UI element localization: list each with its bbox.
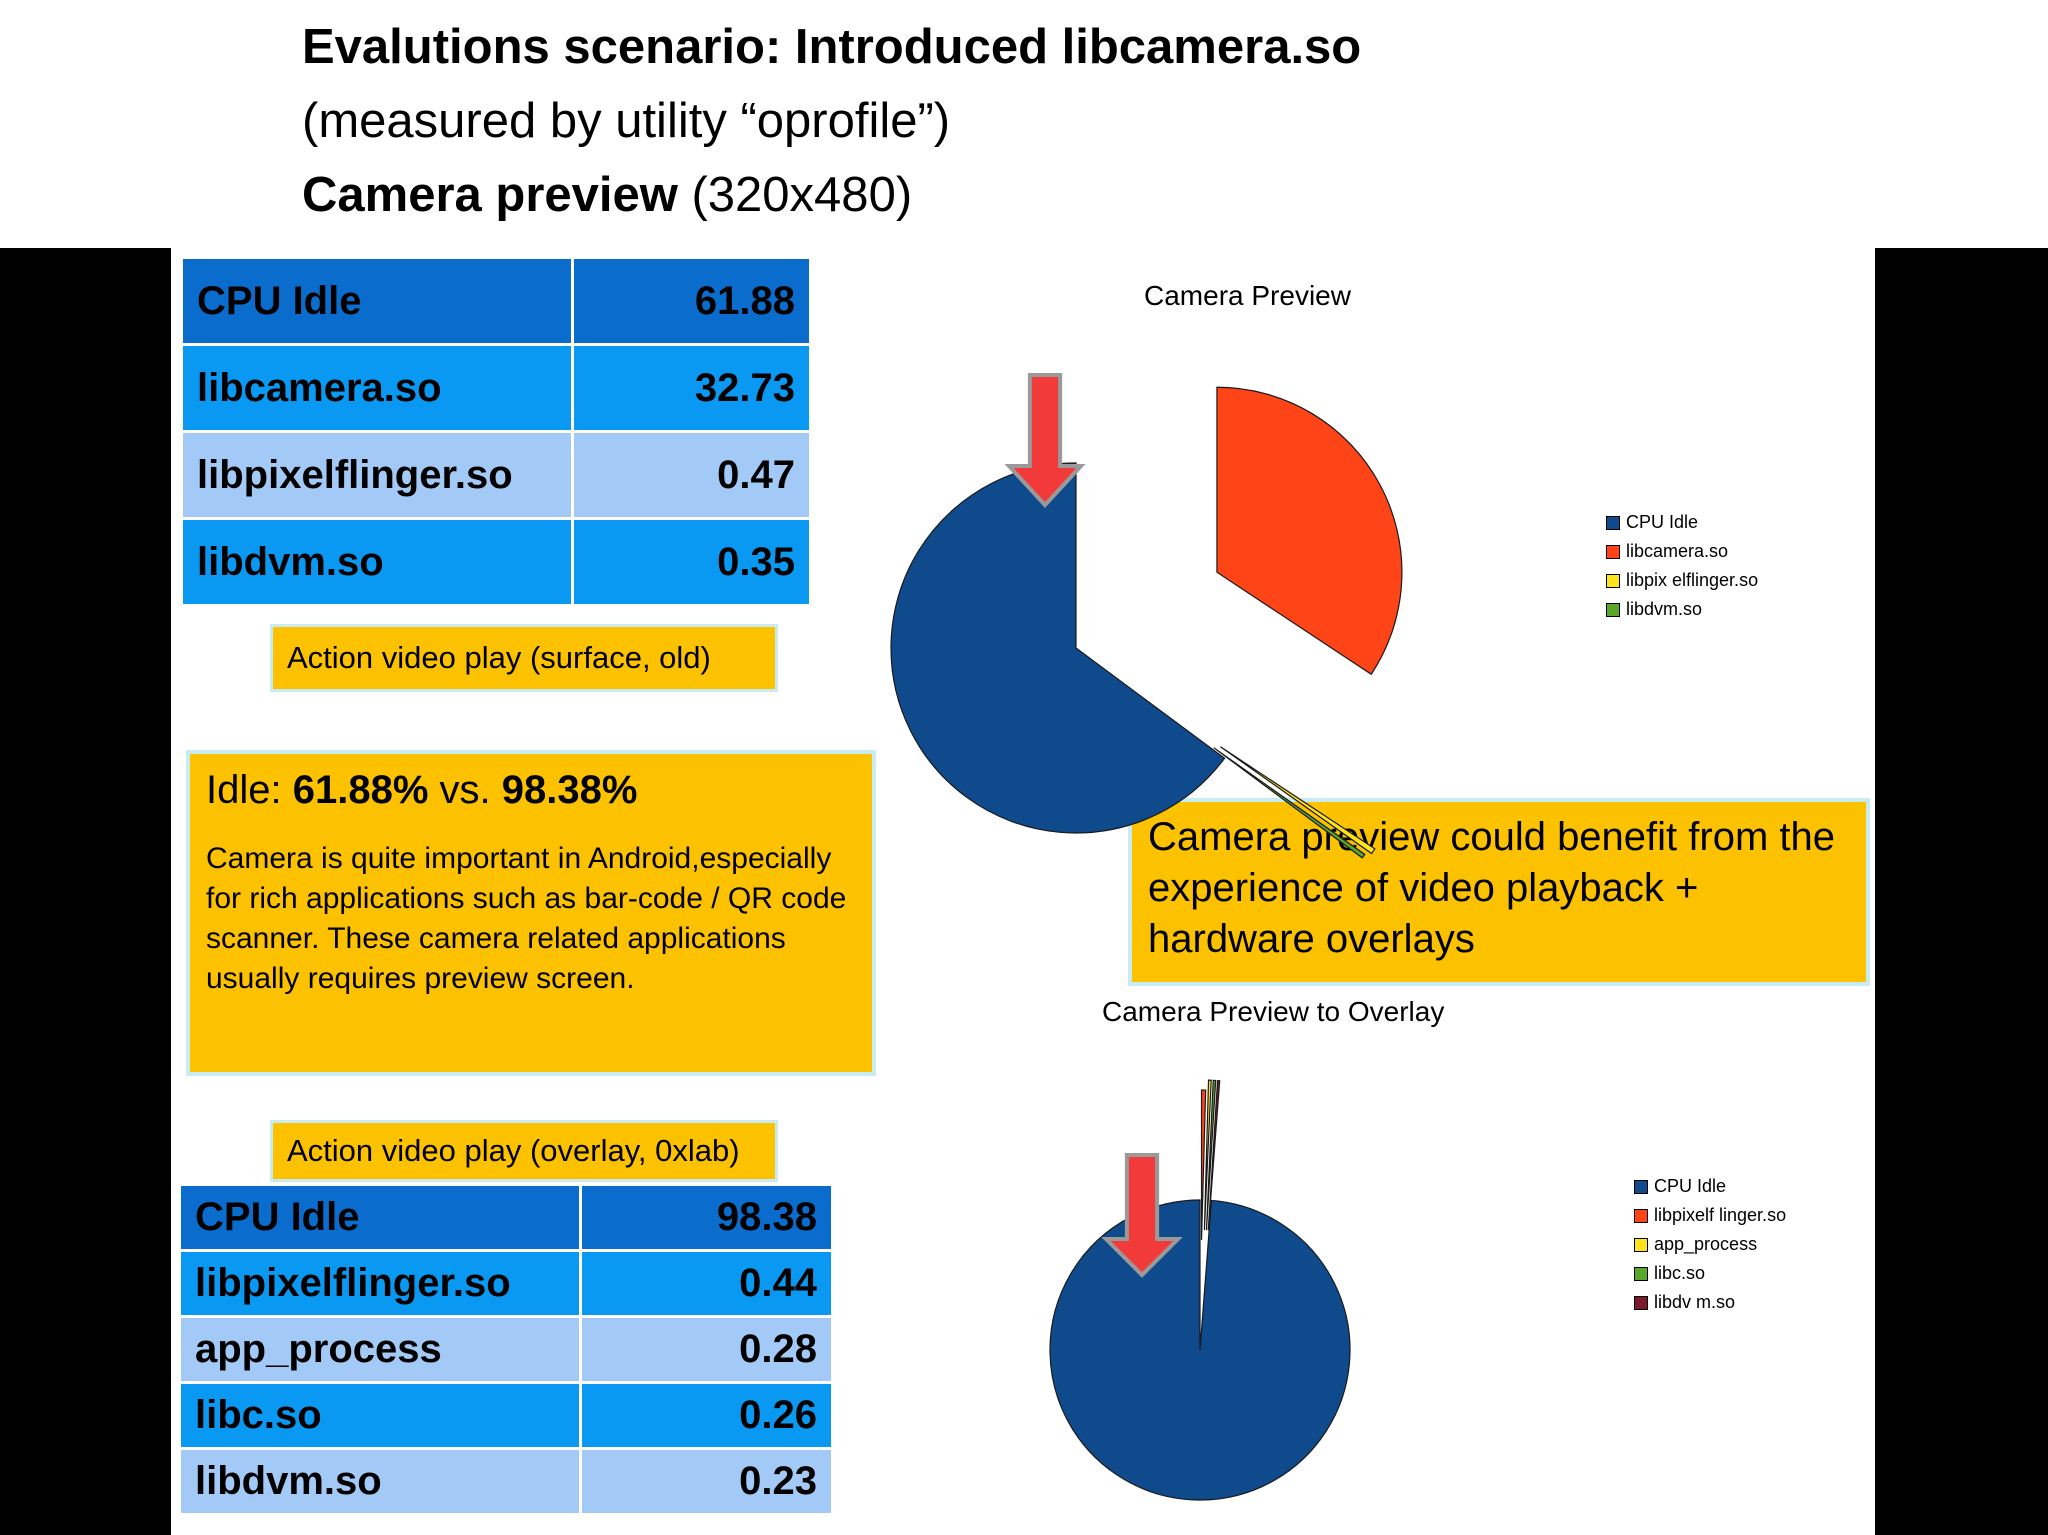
idle-vs: vs. bbox=[428, 768, 502, 812]
chart2-legend-item: libpixelf linger.so bbox=[1634, 1201, 1786, 1230]
chart2-slice-libc-so bbox=[1205, 1079, 1217, 1231]
surface-table-process-name: libpixelflinger.so bbox=[180, 430, 574, 520]
chart2-legend-swatch bbox=[1634, 1208, 1648, 1223]
chart1-legend-swatch bbox=[1606, 544, 1620, 559]
chart1-slice-cpu-idle bbox=[890, 462, 1226, 834]
overlay-table-process-name: libdvm.so bbox=[178, 1447, 582, 1516]
chart1-legend-label: CPU Idle bbox=[1626, 512, 1699, 532]
surface-table-process-name: CPU Idle bbox=[180, 256, 574, 346]
chart2-legend-label: app_process bbox=[1654, 1234, 1758, 1254]
overlay-table-row: CPU Idle 98.38 bbox=[178, 1183, 834, 1252]
chart1-legend-label: libdvm.so bbox=[1626, 599, 1703, 619]
chart2-legend-swatch bbox=[1634, 1266, 1648, 1281]
header-title-line: Evalutions scenario: Introduced libcamer… bbox=[302, 10, 1361, 84]
chart1-legend-label: libcamera.so bbox=[1626, 541, 1729, 561]
overlay-table-process-name: libc.so bbox=[178, 1381, 582, 1450]
idle-surface-value: 61.88% bbox=[292, 768, 429, 812]
surface-table-process-value: 32.73 bbox=[571, 343, 812, 433]
overlay-table-process-value: 0.23 bbox=[579, 1447, 834, 1516]
overlay-table-row: libpixelflinger.so 0.44 bbox=[178, 1249, 834, 1318]
slide-header: Evalutions scenario: Introduced libcamer… bbox=[302, 10, 1361, 232]
chart2-slice-cpu-idle bbox=[1049, 1199, 1351, 1501]
chart2-title: Camera Preview to Overlay bbox=[1102, 996, 1445, 1027]
header-scenario: Camera preview bbox=[302, 168, 678, 222]
chart2-legend-label: libc.so bbox=[1654, 1263, 1706, 1283]
chart2-legend-label: CPU Idle bbox=[1654, 1176, 1727, 1196]
overlay-table-row: libc.so 0.26 bbox=[178, 1381, 834, 1450]
overlay-pie-chart bbox=[1049, 1079, 1351, 1501]
chart1-legend-item: libpix elflinger.so bbox=[1606, 566, 1758, 595]
surface-table-process-name: libcamera.so bbox=[180, 343, 574, 433]
surface-table-process-value: 61.88 bbox=[571, 256, 812, 346]
header-scenario-line: Camera preview (320x480) bbox=[302, 158, 1361, 232]
header-resolution: (320x480) bbox=[677, 168, 913, 222]
surface-table-process-value: 0.47 bbox=[571, 430, 812, 520]
chart2-slice-app-process bbox=[1203, 1079, 1212, 1231]
chart1-legend-item: libcamera.so bbox=[1606, 537, 1758, 566]
overlay-table-process-value: 0.44 bbox=[579, 1249, 834, 1318]
chart2-legend-item: app_process bbox=[1634, 1230, 1786, 1259]
note-body: Camera is quite important in Android,esp… bbox=[206, 842, 847, 995]
chart1-title: Camera Preview bbox=[1144, 280, 1351, 311]
overlay-table-row: app_process 0.28 bbox=[178, 1315, 834, 1384]
chart2-legend-swatch bbox=[1634, 1179, 1648, 1194]
chart2-legend-item: libc.so bbox=[1634, 1259, 1786, 1288]
surface-table-process-name: libdvm.so bbox=[180, 517, 574, 607]
surface-table-row: libdvm.so 0.35 bbox=[180, 517, 812, 607]
surface-scenario-label: Action video play (surface, old) bbox=[270, 624, 778, 692]
overlay-table-process-name: libpixelflinger.so bbox=[178, 1249, 582, 1318]
chart1-slice-libpixelflinger-so bbox=[1220, 746, 1376, 855]
header-title: Evalutions scenario: Introduced libcamer… bbox=[302, 20, 1362, 74]
chart2-legend-label: libdv m.so bbox=[1654, 1292, 1736, 1312]
overlay-table-process-value: 98.38 bbox=[579, 1183, 834, 1252]
pie1-highlight-arrow bbox=[1004, 373, 1086, 508]
surface-table-row: CPU Idle 61.88 bbox=[180, 256, 812, 346]
chart1-legend-swatch bbox=[1606, 515, 1620, 530]
surface-table-row: libpixelflinger.so 0.47 bbox=[180, 430, 812, 520]
chart1-legend-label: libpix elflinger.so bbox=[1626, 570, 1759, 590]
overlay-scenario-label: Action video play (overlay, 0xlab) bbox=[270, 1120, 778, 1182]
chart1-slice-libdvm-so bbox=[1213, 747, 1366, 859]
chart2-slice-libpixelflinger-so bbox=[1200, 1089, 1207, 1241]
chart1-legend: CPU Idle libcamera.so libpix elflinger.so l… bbox=[1606, 508, 1758, 624]
header-subtitle: (measured by utility “oprofile”) bbox=[302, 94, 951, 148]
chart2-slice-libdvm-so bbox=[1207, 1079, 1221, 1231]
chart1-slice-libcamera-so bbox=[1216, 386, 1403, 676]
idle-overlay-value: 98.38% bbox=[501, 768, 638, 812]
letterbox-left bbox=[0, 248, 171, 1535]
camera-preview-pie-chart bbox=[890, 373, 1403, 859]
letterbox-right bbox=[1875, 248, 2048, 1535]
chart1-legend-swatch bbox=[1606, 602, 1620, 617]
surface-table-process-value: 0.35 bbox=[571, 517, 812, 607]
idle-comparison-note: Idle: 61.88% vs. 98.38% Camera is quite … bbox=[186, 750, 876, 1076]
chart2-legend-swatch bbox=[1634, 1237, 1648, 1252]
chart2-legend-item: CPU Idle bbox=[1634, 1172, 1786, 1201]
overlay-table-process-value: 0.28 bbox=[579, 1315, 834, 1384]
idle-prefix: Idle: bbox=[206, 768, 293, 812]
overlay-table-process-name: app_process bbox=[178, 1315, 582, 1384]
overlay-table-process-value: 0.26 bbox=[579, 1381, 834, 1450]
surface-profile-table: CPU Idle 61.88 libcamera.so 32.73 libpixelfl… bbox=[180, 256, 812, 607]
chart2-legend-swatch bbox=[1634, 1295, 1648, 1310]
chart2-legend-label: libpixelf linger.so bbox=[1654, 1205, 1787, 1225]
overlay-table-process-name: CPU Idle bbox=[178, 1183, 582, 1252]
overlay-benefit-callout: Camera preview could benefit from the ex… bbox=[1128, 798, 1870, 986]
chart2-legend-item: libdv m.so bbox=[1634, 1288, 1786, 1317]
chart1-legend-item: CPU Idle bbox=[1606, 508, 1758, 537]
chart1-legend-item: libdvm.so bbox=[1606, 595, 1758, 624]
chart1-legend-swatch bbox=[1606, 573, 1620, 588]
surface-table-row: libcamera.so 32.73 bbox=[180, 343, 812, 433]
overlay-table-row: libdvm.so 0.23 bbox=[178, 1447, 834, 1516]
overlay-profile-table: CPU Idle 98.38 libpixelflinger.so 0.44 app_p… bbox=[178, 1183, 834, 1516]
pie2-highlight-arrow bbox=[1101, 1153, 1183, 1278]
idle-comparison: Idle: 61.88% vs. 98.38% bbox=[206, 768, 856, 813]
